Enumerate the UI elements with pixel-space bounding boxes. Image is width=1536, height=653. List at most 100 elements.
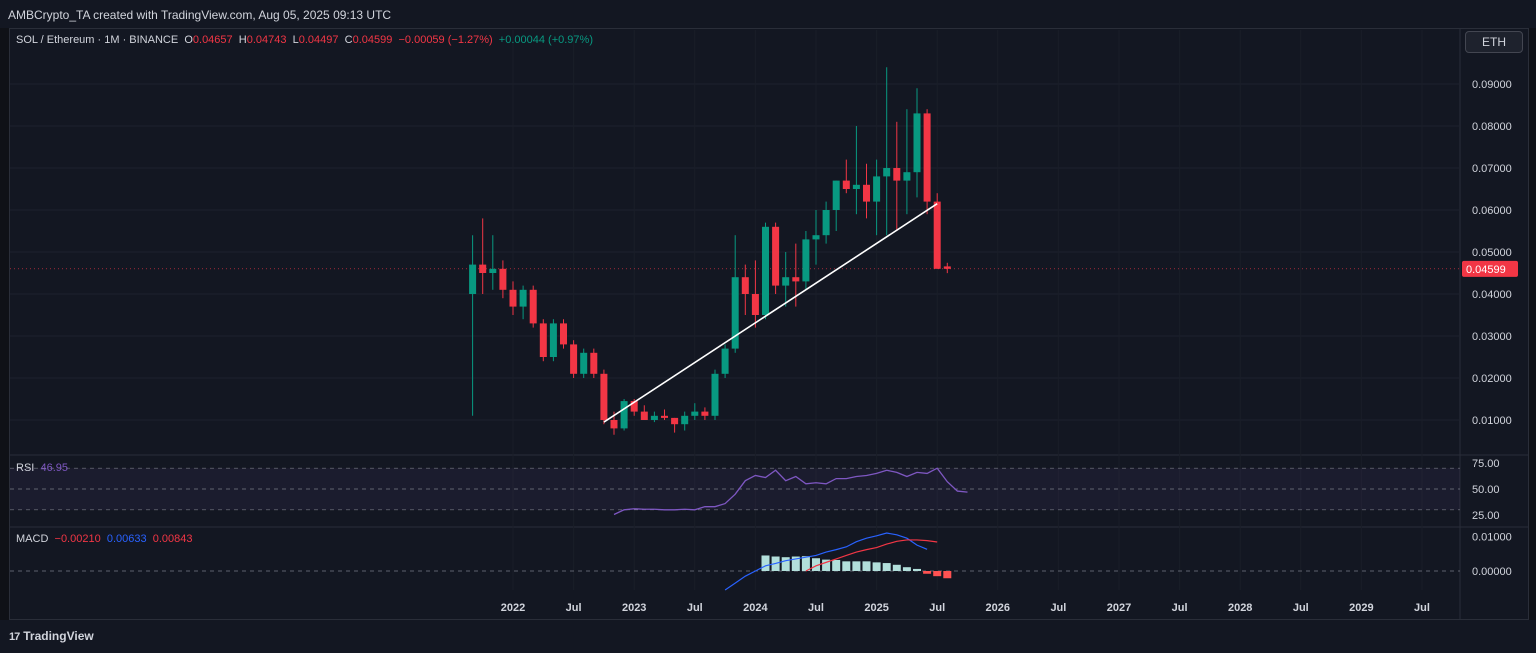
macd-histogram-bar [822, 559, 831, 571]
macd-histogram-bar [913, 568, 921, 571]
time-axis-label: Jul [929, 602, 945, 614]
tradingview-brand: TradingView [23, 629, 94, 643]
candle-body [933, 201, 941, 269]
candle-body [701, 411, 709, 416]
time-axis-label: 2028 [1228, 602, 1252, 614]
open-value: 0.04657 [192, 34, 233, 46]
candle-body [762, 226, 769, 315]
candle-body [721, 348, 729, 374]
candle-body [802, 239, 810, 282]
low-label: L [292, 34, 299, 46]
candle-body [671, 417, 679, 425]
time-axis-label: Jul [808, 602, 824, 614]
candle-body [731, 277, 739, 349]
price-axis-label: 0.03000 [1472, 331, 1512, 343]
candle-body [519, 289, 527, 307]
macd-histogram-bar [812, 558, 820, 571]
candle-body [650, 415, 658, 420]
macd-line-value: 0.00633 [106, 533, 147, 545]
candle-body [913, 113, 921, 173]
macd-label: MACD [16, 533, 49, 545]
time-axis-label: 2024 [743, 602, 768, 614]
price-axis-label: 0.09000 [1472, 79, 1512, 91]
extra-change-value: +0.00044 (+0.97%) [498, 34, 593, 46]
rsi-line [613, 467, 968, 516]
footer-bar [0, 620, 1536, 653]
low-value: 0.04497 [298, 34, 339, 46]
open-label: O [184, 34, 193, 46]
last-price-label: 0.04599 [1466, 264, 1506, 276]
candle-body [610, 420, 618, 429]
candle-body [772, 226, 780, 286]
candle-body [812, 235, 820, 240]
macd-line [724, 532, 928, 591]
last-price-badge [1462, 260, 1518, 277]
close-label: C [344, 34, 353, 46]
macd-histogram-bar [761, 555, 770, 571]
candle-body [822, 210, 830, 236]
candle-body [620, 401, 628, 429]
time-axis-label: 2022 [501, 602, 525, 614]
candle-body [782, 277, 790, 286]
tradingview-logo[interactable]: 17 TradingView [9, 629, 94, 643]
rsi-axis-label: 25.00 [1472, 510, 1500, 522]
macd-histogram-bar [923, 571, 932, 574]
candle-body [893, 168, 901, 181]
macd-axis-label: 0.01000 [1472, 532, 1512, 544]
candle-body [832, 180, 840, 210]
macd-histogram-bar [882, 563, 891, 571]
time-axis-label: 2025 [864, 602, 888, 614]
price-axis-label: 0.06000 [1472, 205, 1512, 217]
high-value: 0.04743 [246, 34, 287, 46]
macd-legend[interactable]: MACD −0.00210 0.00633 0.00843 [16, 533, 192, 545]
candle-layer [469, 67, 951, 435]
candle-body [600, 373, 608, 420]
currency-badge[interactable]: ETH [1465, 31, 1523, 53]
macd-histogram-bar [852, 561, 861, 571]
time-axis-label: 2029 [1349, 602, 1373, 614]
rsi-label: RSI [16, 462, 35, 474]
price-axis-label: 0.07000 [1472, 163, 1512, 175]
price-axis-label: 0.01000 [1472, 415, 1512, 427]
candle-body [943, 266, 951, 269]
symbol-legend[interactable]: SOL / Ethereum · 1M · BINANCE O0.04657 H… [16, 34, 593, 46]
candle-body [640, 411, 648, 420]
macd-histogram-bar [791, 556, 800, 571]
candle-body [570, 344, 578, 374]
candle-body [863, 184, 870, 202]
candle-body [539, 323, 547, 357]
price-axis-label: 0.08000 [1472, 121, 1512, 133]
candle-body [923, 113, 931, 202]
axis-layer: 0.09000 0.08000 0.07000 0.06000 0.05000 0.040… [501, 79, 1518, 614]
candle-body [580, 352, 588, 374]
candle-body [479, 264, 487, 273]
candle-body [852, 184, 860, 189]
macd-hist-value: −0.00210 [54, 533, 101, 545]
chart-frame[interactable] [9, 28, 1529, 620]
candle-body [549, 323, 557, 357]
high-label: H [238, 34, 247, 46]
candle-body [873, 176, 881, 202]
candle-body [529, 289, 537, 324]
macd-histogram-bar [862, 561, 871, 571]
candle-body [560, 323, 567, 345]
macd-histogram-bar [872, 562, 881, 571]
rsi-legend[interactable]: RSI 46.95 [16, 462, 68, 474]
candle-body [590, 352, 598, 374]
candle-body [499, 268, 507, 290]
candle-body [469, 264, 477, 294]
macd-histogram-bar [781, 557, 790, 571]
price-axis-label: 0.05000 [1472, 247, 1512, 259]
grid-layer [10, 29, 1528, 619]
time-axis-label: Jul [1414, 602, 1430, 614]
macd-histogram-bar [933, 571, 942, 577]
candle-body [741, 277, 749, 294]
symbol-name[interactable]: SOL / Ethereum · 1M · BINANCE [16, 34, 179, 46]
candle-body [691, 411, 699, 416]
macd-histogram-bar [842, 561, 851, 571]
macd-histogram-bar [801, 556, 810, 571]
candle-body [681, 415, 689, 425]
macd-signal-line [805, 539, 938, 572]
trendline [603, 203, 938, 423]
